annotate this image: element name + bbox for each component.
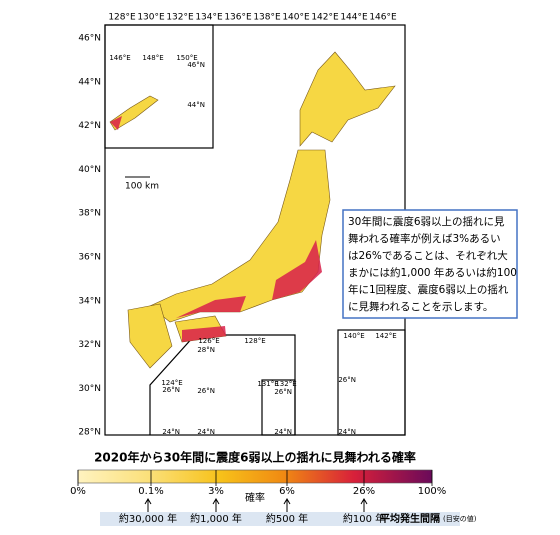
lon-label: 142°E bbox=[311, 13, 339, 23]
scale-bar-label: 100 km bbox=[125, 182, 159, 192]
lon-label: 144°E bbox=[340, 13, 368, 23]
inset-frame bbox=[337, 329, 406, 436]
inset-lat-label: 24°N bbox=[162, 428, 180, 436]
interval-label: 約30,000 年 bbox=[119, 512, 177, 525]
lat-label: 32°N bbox=[78, 340, 101, 350]
lat-label: 34°N bbox=[78, 296, 101, 306]
lon-label: 132°E bbox=[166, 13, 194, 23]
interval-arrow bbox=[212, 498, 220, 512]
lon-label: 136°E bbox=[224, 13, 252, 23]
lon-label: 146°E bbox=[369, 13, 397, 23]
interval-arrow bbox=[283, 498, 291, 512]
interval-title: 平均発生間隔 bbox=[380, 512, 440, 525]
lon-label: 140°E bbox=[282, 13, 310, 23]
inset-lat-label: 28°N bbox=[197, 346, 215, 354]
lon-label: 138°E bbox=[253, 13, 281, 23]
colorbar-tick-label: 6% bbox=[279, 486, 295, 497]
lon-label: 130°E bbox=[137, 13, 165, 23]
colorbar bbox=[77, 469, 433, 484]
lat-label: 42°N bbox=[78, 121, 101, 131]
inset-lat-label: 24°N bbox=[338, 428, 356, 436]
inset-lon-label: 131°E bbox=[257, 380, 278, 388]
inset-lat-label: 24°N bbox=[274, 428, 292, 436]
inset-lat-label: 26°N bbox=[338, 376, 356, 384]
lat-label: 46°N bbox=[78, 34, 101, 44]
inset-lon-label: 146°E bbox=[109, 54, 130, 62]
inset-lat-label: 26°N bbox=[274, 388, 292, 396]
inset-lon-label: 148°E bbox=[142, 54, 163, 62]
inset-lon-label: 142°E bbox=[375, 332, 396, 340]
interval-label: 約100 年 bbox=[343, 512, 385, 525]
interval-note: (目安の値) bbox=[443, 514, 477, 523]
legend-title: 2020年から30年間に震度6弱以上の揺れに見舞われる確率 bbox=[94, 450, 416, 465]
inset-lat-label: 26°N bbox=[162, 386, 180, 394]
land bbox=[109, 51, 396, 369]
inset-lon-label: 124°E bbox=[161, 379, 182, 387]
interval-label: 約500 年 bbox=[266, 512, 308, 525]
interval-band bbox=[100, 512, 460, 526]
colorbar-tick-label: 3% bbox=[208, 486, 224, 497]
note-line: 30年間に震度6弱以上の揺れに見 bbox=[348, 215, 505, 228]
note-line: まかには約1,000 年あるいは約100 bbox=[348, 266, 517, 279]
inset-lat-label: 44°N bbox=[187, 101, 205, 109]
lat-label: 44°N bbox=[78, 77, 101, 87]
note-line: は26%であることは、それぞれ大 bbox=[348, 249, 508, 262]
lat-label: 38°N bbox=[78, 209, 101, 219]
note-line: 舞われる確率が例えば3%あるい bbox=[348, 232, 501, 245]
inset-lat-label: 26°N bbox=[197, 387, 215, 395]
interval-label: 約1,000 年 bbox=[190, 512, 242, 525]
inset-frame bbox=[261, 379, 296, 436]
colorbar-tick-label: 0.1% bbox=[138, 486, 163, 497]
lon-label: 128°E bbox=[108, 13, 136, 23]
inset-lon-label: 140°E bbox=[343, 332, 364, 340]
inset-lon-label: 126°E bbox=[198, 337, 219, 345]
note-box bbox=[342, 209, 518, 319]
inset-lat-label: 46°N bbox=[187, 61, 205, 69]
colorbar-tick-label: 100% bbox=[418, 486, 447, 497]
note-line: 年に1回程度、震度6弱以上の揺れ bbox=[348, 283, 509, 296]
lat-label: 40°N bbox=[78, 165, 101, 175]
lat-label: 28°N bbox=[78, 428, 101, 438]
colorbar-label: 確率 bbox=[245, 491, 265, 504]
inset-lon-label: 128°E bbox=[244, 337, 265, 345]
lon-label: 134°E bbox=[195, 13, 223, 23]
inset-lon-label: 132°E bbox=[275, 380, 296, 388]
lat-label: 30°N bbox=[78, 384, 101, 394]
inset-lon-label: 150°E bbox=[176, 54, 197, 62]
inset-frame bbox=[104, 24, 214, 149]
interval-arrow bbox=[360, 498, 368, 512]
colorbar-tick-label: 26% bbox=[353, 486, 375, 497]
colorbar-tick-label: 0% bbox=[70, 486, 86, 497]
note-line: に見舞われることを示します。 bbox=[348, 301, 493, 313]
interval-arrow bbox=[144, 498, 152, 512]
inset-lat-label: 24°N bbox=[197, 428, 215, 436]
lat-label: 36°N bbox=[78, 253, 101, 263]
